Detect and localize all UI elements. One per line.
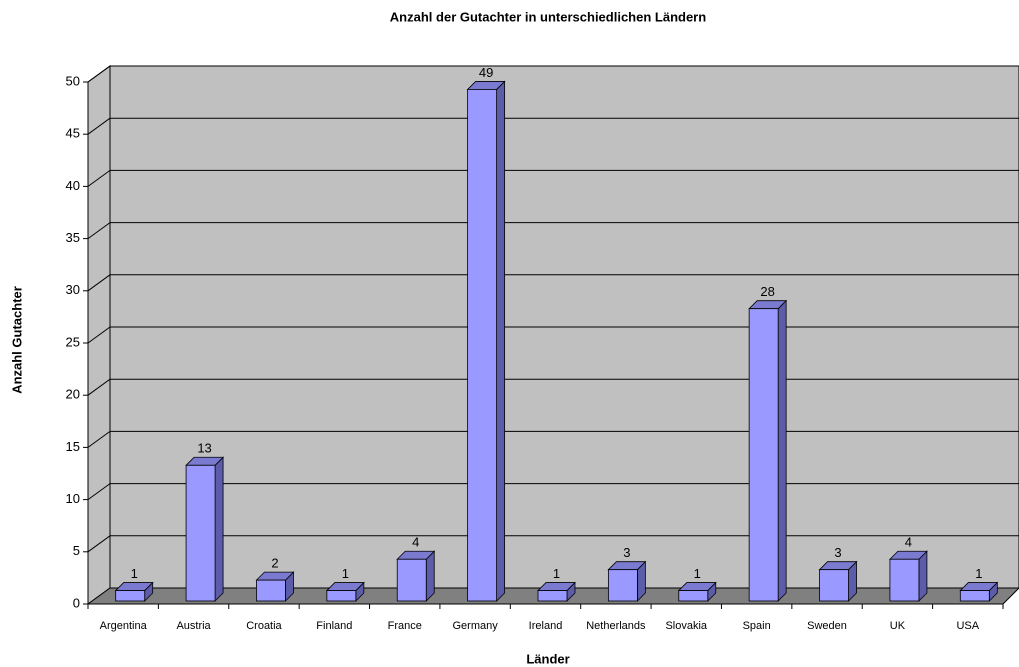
bar [748,308,779,602]
data-label: 2 [271,556,278,571]
data-label: 1 [975,566,982,581]
data-label: 13 [197,441,211,456]
x-tick-label: Ireland [529,620,563,632]
bar [819,569,849,602]
data-label: 4 [905,535,912,550]
bar [185,464,216,602]
data-label: 3 [623,545,630,560]
grid-line [87,326,111,344]
y-tick-label: 40 [66,178,80,193]
y-tick-label: 45 [66,126,80,141]
x-tick-label: USA [956,620,979,632]
x-tick-label: Sweden [807,620,847,632]
bar-side [496,80,506,602]
data-label: 28 [760,284,774,299]
y-tick-label: 10 [66,491,80,506]
x-tick-label: France [388,620,422,632]
data-label: 49 [479,65,493,80]
data-label: 3 [834,545,841,560]
data-label: 1 [131,566,138,581]
bar-side [918,550,928,602]
x-tick-label: Spain [743,620,771,632]
bar-side [214,456,224,602]
grid-line [87,483,111,501]
y-tick-label: 30 [66,282,80,297]
y-axis-label: Anzahl Gutachter [9,286,24,394]
data-label: 4 [412,535,419,550]
grid-line [87,65,111,83]
grid-line [87,169,111,187]
y-tick-label: 50 [66,73,80,88]
x-tick-label: Germany [452,620,498,632]
x-tick-label: Netherlands [586,620,646,632]
bar [115,590,146,602]
y-tick-label: 25 [66,334,80,349]
y-tick-label: 35 [66,230,80,245]
grid-line [87,430,111,448]
chart-title: Anzahl der Gutachter in unterschiedliche… [390,9,706,24]
y-tick-label: 20 [66,387,80,402]
bar [256,579,286,602]
bar [889,558,920,602]
y-tick-label: 15 [66,439,80,454]
grid-line [87,378,111,396]
bar-side [777,299,787,602]
bar [326,590,357,602]
bar-side [425,550,435,602]
bar [396,558,427,602]
grid-line [87,117,111,135]
x-tick-label: Austria [176,620,211,632]
bar [678,590,709,602]
x-tick-label: Finland [316,620,352,632]
grid-line [87,535,111,553]
x-axis-label: Länder [526,651,569,666]
data-label: 1 [553,566,560,581]
x-tick-label: UK [890,620,906,632]
y-tick-label: 0 [73,595,80,610]
data-label: 1 [342,566,349,581]
bar [959,590,990,602]
grid-line [87,274,111,292]
bar [467,89,498,602]
x-tick-label: Slovakia [665,620,707,632]
grid-line [87,222,111,240]
bar [607,569,638,602]
x-tick-label: Argentina [100,620,148,632]
bar [537,590,568,602]
y-tick-label: 5 [73,543,80,558]
x-tick-label: Croatia [246,620,282,632]
data-label: 1 [694,566,701,581]
